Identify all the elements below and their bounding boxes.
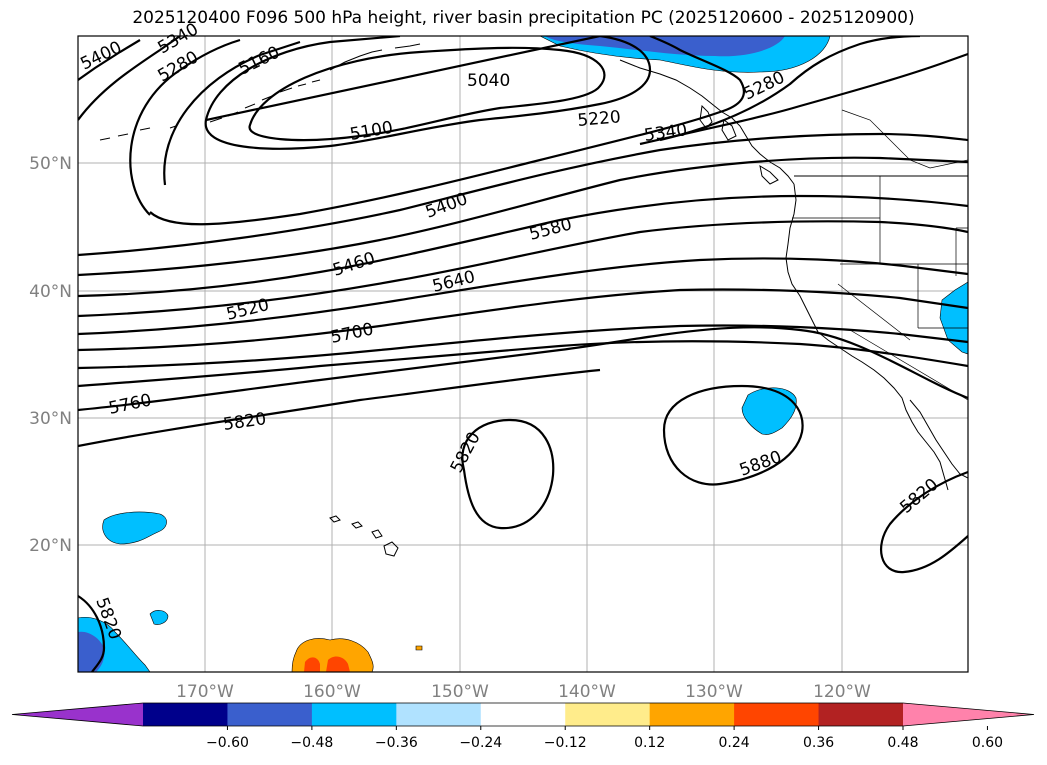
contour-label: 5400 — [423, 189, 470, 223]
contour-5220 — [149, 36, 745, 226]
canada-inland — [841, 109, 968, 169]
lon-label: 130°W — [685, 682, 743, 702]
contour-label: 5820 — [896, 475, 942, 518]
contour-label: 5040 — [467, 71, 510, 91]
contour-label: 5400 — [77, 38, 125, 75]
lat-label: 20°N — [29, 536, 72, 556]
colorbar-tick-label: −0.48 — [290, 735, 333, 751]
colorbar-bin — [311, 703, 397, 726]
colorbar-outline — [11, 702, 1035, 727]
contour-5880-closed — [662, 384, 804, 486]
colorbar-tick-label: −0.24 — [459, 735, 502, 751]
colorbar-tick-label: −0.60 — [206, 735, 249, 751]
lon-labels: 170°W 160°W 150°W 140°W 130°W 120°W — [176, 682, 871, 702]
alaska-coast — [619, 59, 795, 185]
contour-5460 — [78, 156, 968, 277]
contour-5340 — [78, 39, 968, 146]
shading-darkblue-north — [545, 36, 785, 57]
colorbar: −0.60 −0.48 −0.36 −0.24 −0.12 0.12 0.24 0.36 0.4… — [11, 702, 1035, 751]
contour-5820-2 — [78, 368, 601, 448]
shading-darkblue-sw — [78, 631, 105, 672]
colorbar-tick-label: 0.48 — [887, 735, 918, 751]
contour-label: 5700 — [329, 319, 375, 348]
colorbar-tick-label: 0.12 — [634, 735, 665, 751]
colorbar-bin — [565, 703, 651, 726]
colorbar-bin — [396, 703, 482, 726]
contour-5580 — [78, 220, 968, 318]
lon-label: 170°W — [176, 682, 234, 702]
shading-blue-mid — [741, 387, 797, 435]
contour-5700 — [78, 288, 968, 352]
gridlines — [78, 36, 968, 672]
lat-label: 50°N — [29, 154, 72, 174]
colorbar-bin — [649, 703, 735, 726]
contour-5160 — [163, 40, 301, 186]
shading-orange-dot — [415, 645, 423, 651]
lat-label: 30°N — [29, 409, 72, 429]
contour-label: 5160 — [235, 43, 283, 80]
contour-label: 5220 — [577, 107, 622, 131]
colorbar-tick-label: 0.36 — [803, 735, 834, 751]
contour-label: 5880 — [737, 447, 784, 481]
colorbar-extend-max — [903, 703, 1034, 726]
contour-label: 5340 — [643, 120, 689, 146]
contour-5800 — [78, 340, 968, 388]
contour-5400 — [78, 132, 968, 257]
contour-label: 5580 — [527, 214, 574, 245]
contour-5040 — [248, 46, 606, 142]
contour-5820-closed — [461, 418, 555, 530]
contour-label: 5760 — [107, 390, 153, 419]
contour-label: 5820 — [222, 409, 268, 435]
contour-label: 5460 — [330, 248, 377, 280]
lon-label: 150°W — [431, 682, 489, 702]
map-title: 2025120400 F096 500 hPa height, river ba… — [132, 8, 915, 28]
colorbar-bin — [734, 703, 820, 726]
colorbar-tick-label: 0.24 — [719, 735, 750, 751]
colorbar-bin — [227, 703, 313, 726]
contour-5160b — [129, 38, 241, 216]
lon-label: 120°W — [813, 682, 871, 702]
precip-shading — [78, 36, 968, 672]
hawaii-islands — [329, 515, 399, 557]
colorbar-bin — [480, 703, 566, 726]
colorbar-extend-min — [12, 703, 143, 726]
contour-5640 — [78, 257, 968, 336]
shading-blue-small — [149, 610, 169, 625]
colorbar-tick-label: −0.36 — [375, 735, 418, 751]
shading-blue-ca — [939, 281, 968, 355]
contour-5520 — [78, 194, 968, 298]
contour-5280 — [78, 36, 921, 142]
contour-5820-sw — [78, 595, 106, 672]
baja-gulf — [909, 399, 968, 479]
lat-label: 40°N — [29, 282, 72, 302]
lat-labels: 50°N 40°N 30°N 20°N — [29, 154, 72, 556]
contour-label: 5280 — [740, 68, 788, 105]
map-frame — [77, 35, 969, 673]
contour-5820-main — [78, 326, 968, 412]
contour-5820-se — [880, 470, 968, 574]
shading-blue-west — [102, 511, 167, 545]
aleutian-islands — [99, 79, 321, 141]
bc-islands — [699, 104, 779, 185]
lon-label: 160°W — [303, 682, 361, 702]
contour-5100 — [204, 36, 652, 150]
coastlines — [99, 43, 968, 557]
contour-label: 5820 — [447, 429, 485, 477]
shading-red — [304, 656, 350, 672]
colorbar-bin — [818, 703, 904, 726]
us-west-coast — [785, 183, 949, 491]
state-borders — [792, 176, 968, 401]
lon-label: 140°W — [558, 682, 616, 702]
contour-5760 — [78, 324, 968, 370]
contour-label: 5100 — [348, 118, 394, 145]
colorbar-tick-label: −0.12 — [544, 735, 587, 751]
height-contours — [78, 36, 968, 672]
colorbar-bin — [143, 703, 228, 726]
colorbar-tick-label: 0.60 — [972, 735, 1003, 751]
